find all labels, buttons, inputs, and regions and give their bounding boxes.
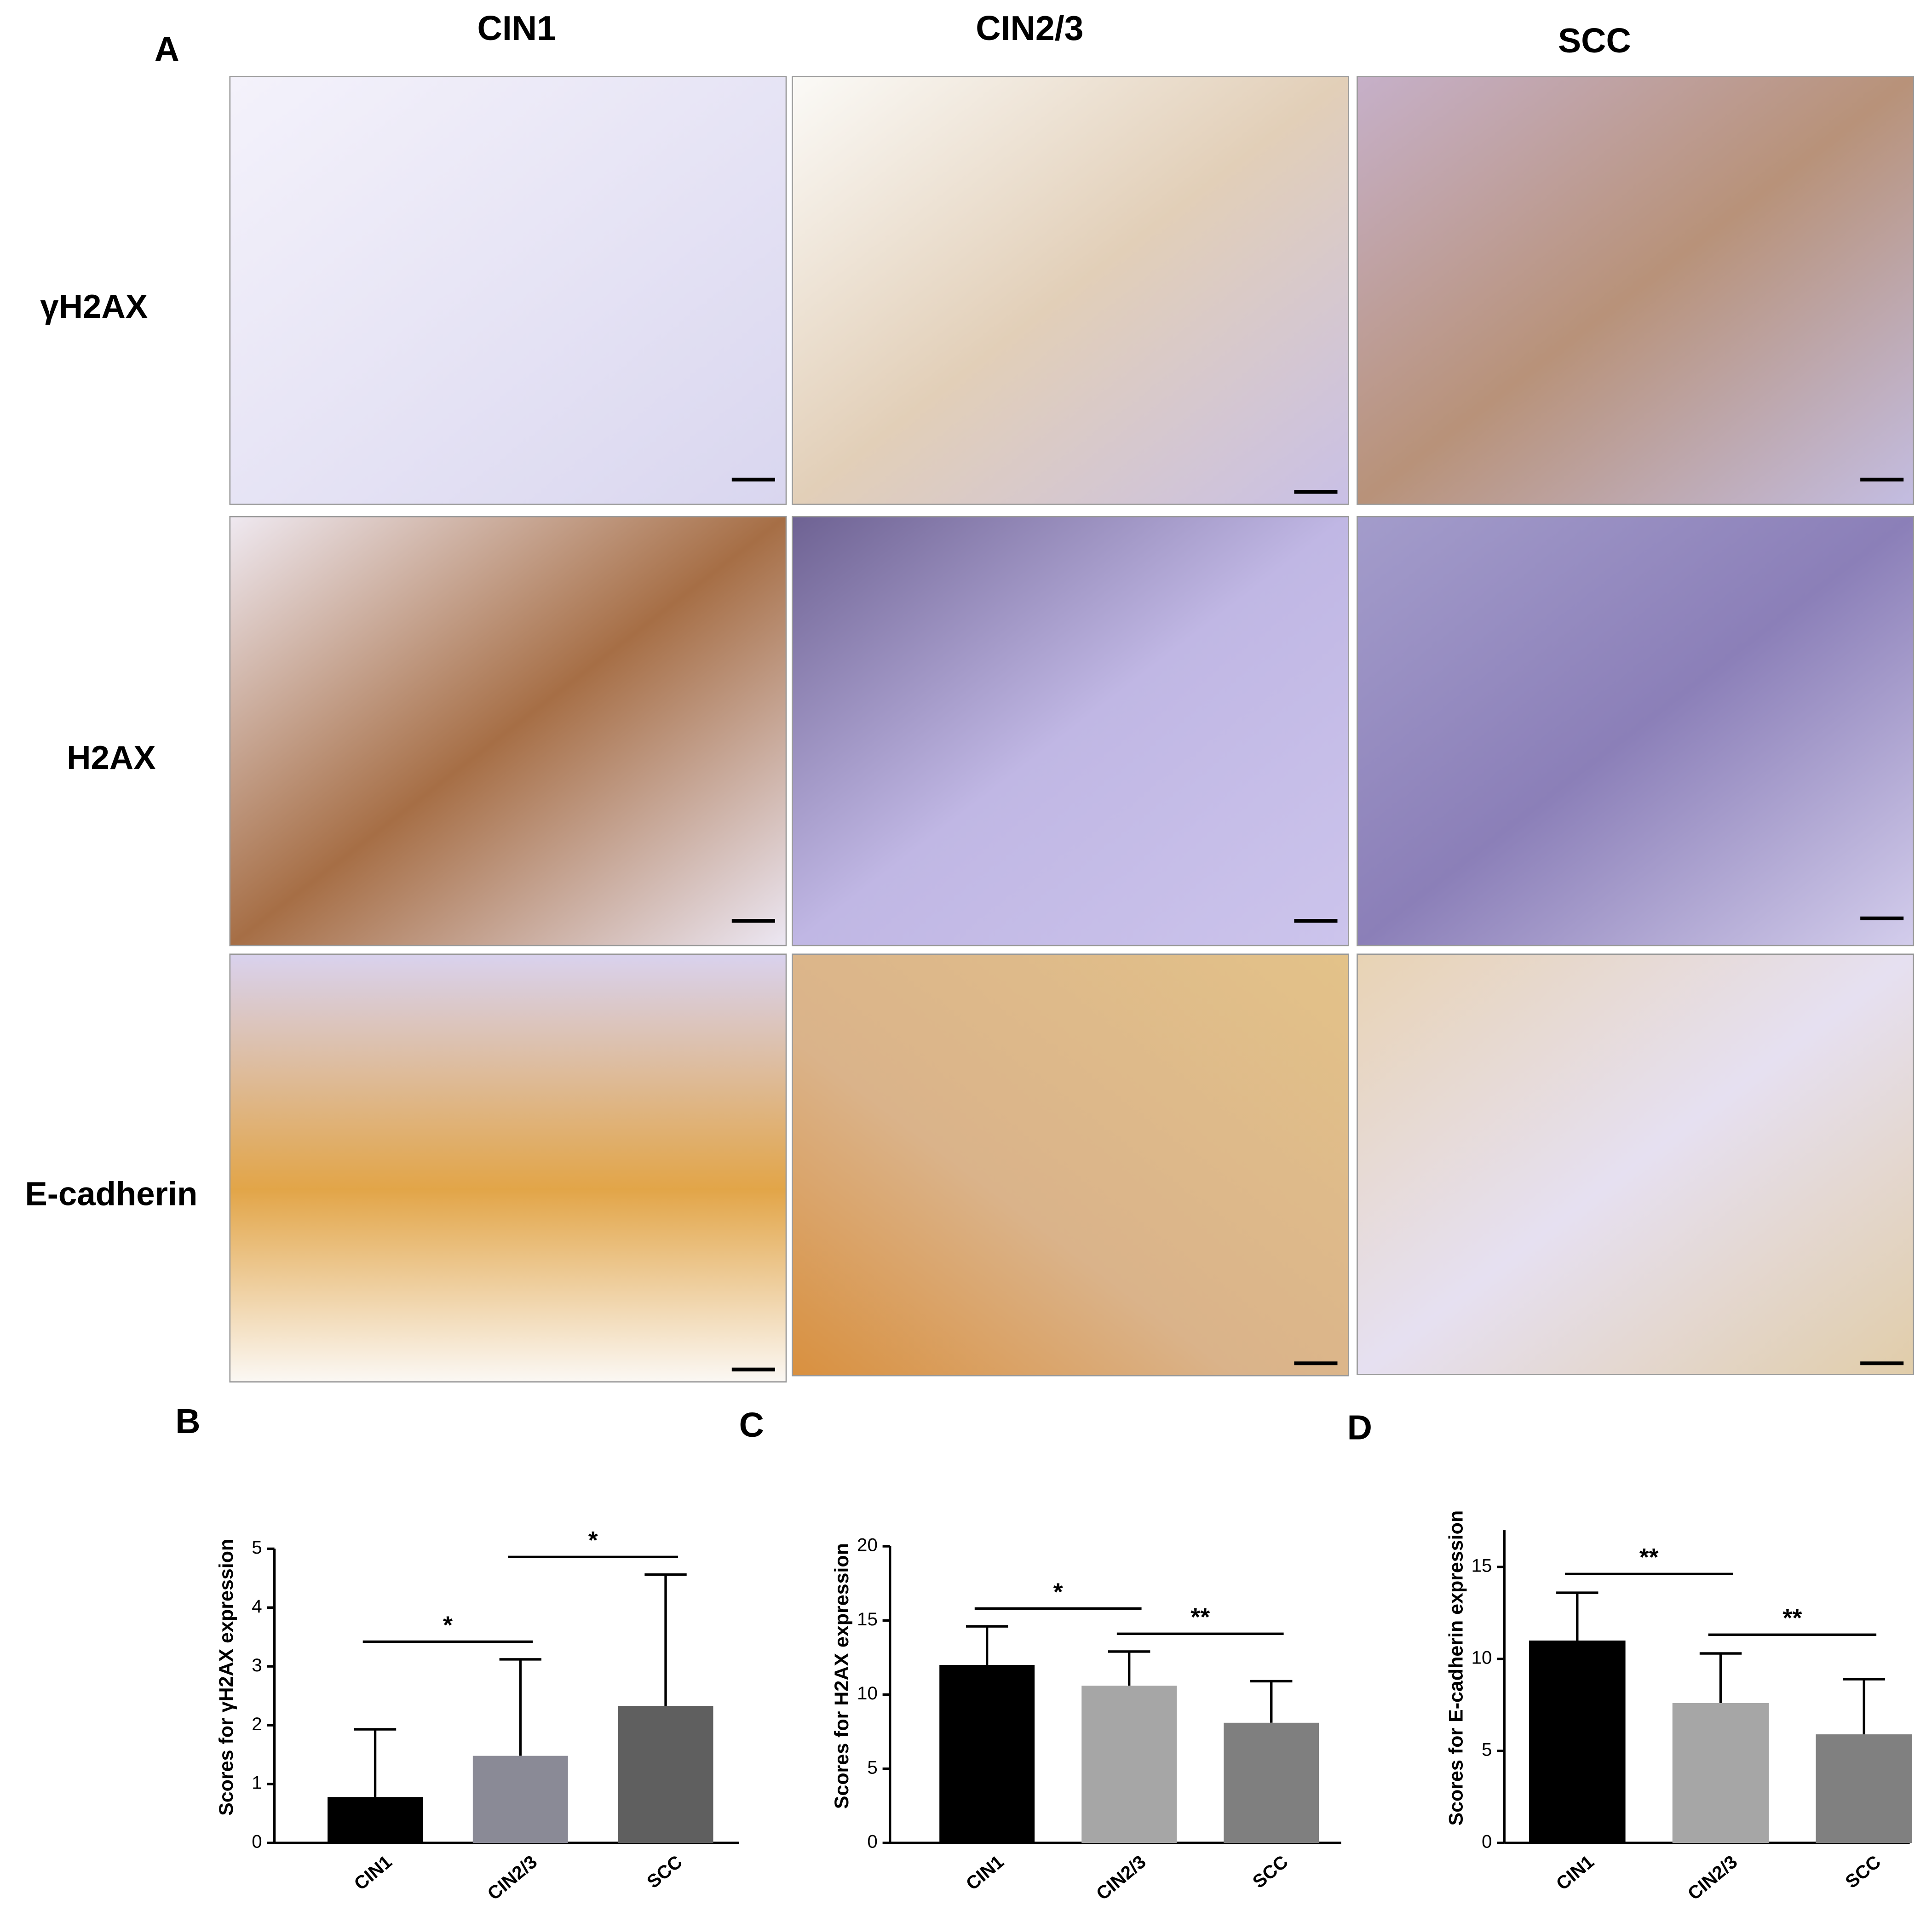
y-tick-label: 5	[252, 1537, 262, 1558]
x-tick-label: CIN2/3	[1092, 1851, 1150, 1904]
y-axis-label: Scores for H2AX expression	[831, 1543, 853, 1809]
y-tick-label: 2	[252, 1714, 262, 1734]
significance-label: *	[588, 1526, 598, 1554]
x-tick-label: CIN2/3	[483, 1851, 541, 1904]
x-tick-label: CIN1	[962, 1851, 1007, 1894]
y-axis-label: Scores for γH2AX expression	[215, 1539, 237, 1816]
column-label: CIN1	[477, 9, 556, 47]
y-tick-label: 5	[867, 1757, 877, 1778]
bar	[1081, 1686, 1177, 1843]
micrograph	[1357, 516, 1915, 947]
x-tick-label: SCC	[643, 1851, 686, 1892]
significance-label: *	[443, 1611, 453, 1639]
y-tick-label: 15	[857, 1609, 878, 1629]
column-label: SCC	[1558, 21, 1631, 60]
micrograph	[792, 516, 1350, 947]
micrograph	[229, 76, 787, 505]
column-label: CIN2/3	[976, 9, 1083, 47]
bar	[1816, 1734, 1913, 1843]
micrograph	[1357, 953, 1915, 1375]
x-tick-label: CIN1	[1552, 1851, 1598, 1894]
row-label: E-cadherin	[25, 1176, 197, 1213]
panel-label: A	[155, 30, 179, 69]
bar	[1672, 1703, 1769, 1843]
bar	[618, 1705, 713, 1843]
y-axis-label: Scores for E-cadherin expression	[1445, 1510, 1467, 1826]
micrograph	[792, 76, 1350, 505]
micrograph	[1357, 76, 1915, 505]
y-tick-label: 0	[252, 1831, 262, 1852]
bar	[939, 1665, 1035, 1843]
panel-label: D	[1347, 1408, 1372, 1446]
row-label: γH2AX	[40, 288, 148, 325]
micrograph	[229, 953, 787, 1383]
panel-label: B	[175, 1402, 200, 1440]
y-tick-label: 4	[252, 1596, 262, 1617]
row-label: H2AX	[67, 739, 156, 776]
bar	[328, 1797, 423, 1843]
y-tick-label: 0	[1482, 1831, 1492, 1852]
scale-bars	[731, 477, 1904, 1371]
y-tick-label: 20	[857, 1535, 878, 1555]
x-tick-label: CIN1	[350, 1851, 396, 1894]
bar	[472, 1756, 568, 1843]
y-tick-label: 10	[857, 1683, 878, 1704]
y-tick-label: 3	[252, 1655, 262, 1675]
x-tick-label: SCC	[1841, 1851, 1885, 1892]
micrographs	[229, 76, 1915, 1383]
micrograph	[792, 953, 1350, 1377]
x-tick-label: CIN2/3	[1684, 1851, 1741, 1904]
x-tick-label: SCC	[1248, 1851, 1292, 1892]
panel-label: C	[739, 1406, 764, 1444]
bar-chart: 0 1 2 3 4 5 Scores for γH2AX expression CIN1 CIN…	[215, 1526, 739, 1904]
bar	[1529, 1641, 1626, 1843]
y-tick-label: 5	[1482, 1739, 1492, 1760]
bar	[1224, 1722, 1319, 1843]
y-tick-label: 0	[867, 1831, 877, 1852]
y-tick-label: 10	[1472, 1647, 1492, 1668]
significance-label: **	[1190, 1603, 1210, 1631]
significance-label: **	[1639, 1543, 1659, 1571]
micrograph	[229, 516, 787, 947]
y-tick-label: 1	[252, 1773, 262, 1793]
significance-label: *	[1053, 1578, 1063, 1606]
y-tick-label: 15	[1472, 1555, 1492, 1576]
significance-label: **	[1782, 1604, 1802, 1632]
